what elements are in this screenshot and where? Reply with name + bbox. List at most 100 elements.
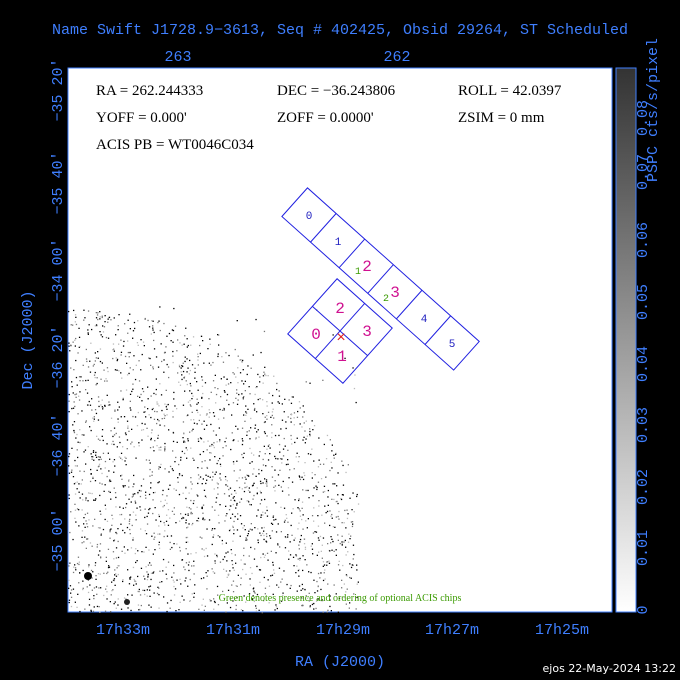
- pixel: [145, 459, 148, 461]
- pixel: [94, 360, 96, 362]
- pixel: [152, 329, 154, 331]
- pixel: [141, 551, 143, 553]
- pixel: [271, 432, 273, 434]
- pixel: [264, 421, 266, 423]
- pixel: [189, 359, 191, 362]
- pixel: [125, 503, 128, 505]
- pixel: [171, 468, 173, 470]
- pixel: [193, 500, 195, 502]
- pixel: [204, 382, 207, 384]
- pixel: [333, 550, 335, 552]
- pixel: [283, 570, 285, 572]
- pixel: [213, 572, 216, 574]
- pixel: [96, 377, 98, 379]
- pixel: [284, 445, 286, 447]
- pixel: [196, 398, 198, 400]
- pixel: [266, 482, 268, 484]
- pixel: [223, 417, 225, 419]
- pixel: [78, 336, 81, 338]
- pixel: [259, 581, 261, 583]
- pixel: [120, 475, 122, 477]
- pixel: [146, 579, 149, 581]
- pixel: [271, 530, 273, 532]
- pixel: [235, 562, 237, 564]
- pixel: [160, 500, 162, 503]
- pixel: [258, 609, 260, 611]
- pixel: [191, 411, 193, 413]
- pixel: [249, 462, 251, 464]
- pixel: [92, 477, 94, 479]
- pixel: [274, 455, 276, 458]
- pixel: [129, 407, 131, 409]
- pixel: [114, 410, 116, 412]
- pixel: [85, 547, 87, 549]
- pixel: [293, 539, 295, 541]
- pixel: [173, 488, 175, 490]
- pixel: [157, 482, 159, 484]
- pixel: [146, 595, 148, 597]
- pixel: [173, 398, 175, 400]
- pixel: [116, 446, 118, 448]
- pixel: [105, 378, 107, 380]
- pixel: [140, 528, 142, 530]
- chip-label: 1: [335, 237, 342, 249]
- pixel: [117, 556, 120, 559]
- pixel: [149, 595, 151, 597]
- pixel: [189, 382, 191, 385]
- pixel: [122, 345, 125, 347]
- pixel: [275, 606, 278, 608]
- pixel: [94, 518, 96, 520]
- pixel: [266, 515, 269, 517]
- pixel: [297, 507, 299, 509]
- pixel: [218, 522, 220, 524]
- pixel: [129, 528, 131, 531]
- pixel: [209, 476, 211, 478]
- pixel: [304, 442, 306, 444]
- pixel: [79, 572, 81, 574]
- pixel: [126, 439, 129, 441]
- pixel: [194, 377, 196, 379]
- pixel: [254, 527, 256, 529]
- pixel: [170, 535, 173, 537]
- pixel: [341, 535, 343, 537]
- pixel: [217, 493, 219, 495]
- pixel: [94, 376, 96, 379]
- pixel: [256, 565, 258, 568]
- pixel: [89, 371, 92, 373]
- pixel: [166, 535, 169, 537]
- pixel: [264, 432, 266, 435]
- pixel: [203, 420, 205, 422]
- pixel: [99, 494, 101, 497]
- pixel: [298, 585, 301, 587]
- pixel: [94, 562, 97, 564]
- pixel: [322, 599, 324, 602]
- pixel: [221, 409, 224, 411]
- pixel: [285, 536, 287, 539]
- pixel: [128, 498, 130, 500]
- pixel: [113, 459, 116, 461]
- pixel: [270, 522, 273, 524]
- pixel: [95, 357, 97, 359]
- pixel: [337, 611, 339, 613]
- pixel: [319, 577, 321, 579]
- pixel: [241, 438, 243, 440]
- pixel: [204, 518, 206, 521]
- pixel: [263, 431, 266, 433]
- pixel: [212, 471, 214, 473]
- pixel: [184, 568, 186, 571]
- pixel: [231, 563, 234, 566]
- pixel: [191, 512, 193, 515]
- pixel: [148, 604, 150, 606]
- pixel: [153, 571, 155, 573]
- pixel: [189, 390, 191, 392]
- pixel: [132, 330, 135, 332]
- pixel: [230, 517, 232, 519]
- pixel: [248, 475, 250, 477]
- pixel: [306, 527, 308, 529]
- pixel: [203, 549, 205, 551]
- pixel: [329, 510, 331, 512]
- pixel: [147, 564, 150, 566]
- pixel: [226, 513, 228, 515]
- pixel: [82, 588, 84, 591]
- pixel: [131, 441, 133, 443]
